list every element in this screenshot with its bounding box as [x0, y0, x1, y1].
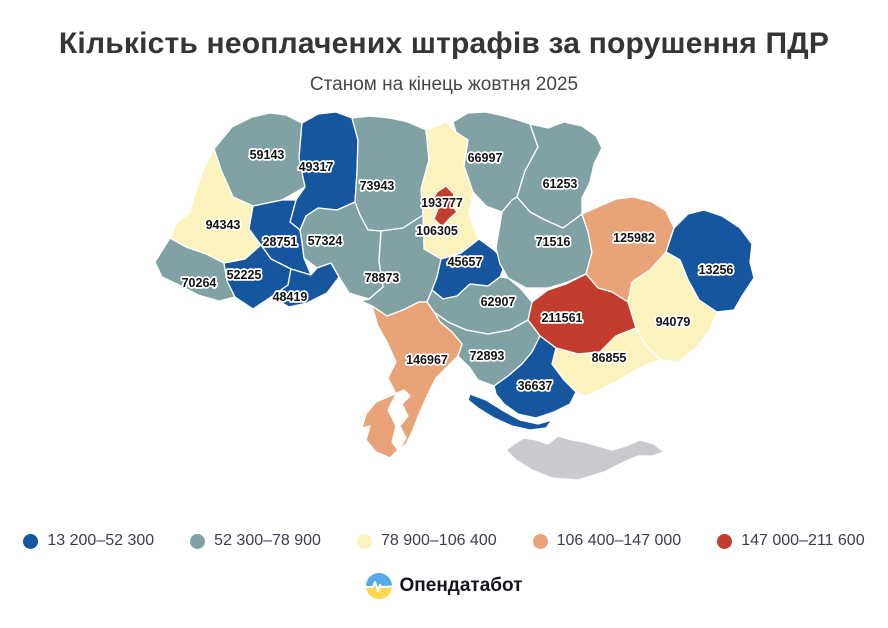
region-label-kherson: 36637 [518, 379, 553, 393]
legend-item-2: 78 900–106 400 [356, 532, 497, 550]
region-label-cherkasy: 45657 [448, 255, 483, 269]
legend-item-3: 106 400–147 000 [532, 532, 682, 550]
region-crimea [505, 435, 665, 481]
region-label-mykolaiv: 72893 [470, 349, 505, 363]
legend: 13 200–52 300 52 300–78 900 78 900–106 400… [0, 532, 888, 550]
region-label-zhytomyr: 73943 [360, 179, 395, 193]
region-zhytomyr [351, 115, 430, 232]
chart-title: Кількість неоплачених штрафів за порушен… [58, 27, 830, 60]
region-kherson [467, 335, 577, 431]
region-label-zakarpattia: 70264 [182, 276, 217, 290]
region-label-kirovohrad: 62907 [481, 295, 516, 309]
region-label-dnipropetrovsk: 211561 [541, 311, 582, 325]
region-label-rivne: 49317 [299, 160, 334, 174]
legend-item-0: 13 200–52 300 [23, 532, 154, 550]
region-label-kyiv_city: 193777 [421, 196, 463, 210]
region-label-vinnytsia: 78873 [365, 271, 400, 285]
legend-label: 13 200–52 300 [47, 532, 155, 549]
legend-dot [23, 533, 39, 549]
region-label-khmelnytskyi: 57324 [308, 234, 343, 248]
region-label-kharkiv: 125982 [613, 231, 655, 245]
legend-dot [356, 533, 372, 549]
region-label-lviv: 94343 [206, 218, 241, 232]
opendatabot-icon [365, 573, 392, 599]
region-label-poltava: 71516 [536, 235, 571, 249]
region-kyiv_city [431, 185, 458, 228]
legend-item-4: 147 000–211 600 [717, 532, 865, 550]
opendatabot-logo: Опендатабот [0, 573, 888, 599]
region-label-chernihiv: 66997 [468, 151, 503, 165]
region-label-ivano_frankivsk: 52225 [227, 268, 262, 282]
legend-label: 106 400–147 000 [556, 532, 682, 549]
region-label-sumy: 61253 [543, 177, 578, 191]
region-label-chernivtsi: 48419 [273, 290, 308, 304]
legend-label: 52 300–78 900 [214, 532, 321, 549]
legend-dot [532, 533, 548, 549]
region-label-zaporizhzhia: 86855 [592, 351, 627, 365]
region-label-kyiv_oblast: 106305 [416, 224, 458, 238]
region-label-donetsk: 94079 [656, 315, 691, 329]
legend-item-1: 52 300–78 900 [190, 532, 321, 550]
legend-label: 78 900–106 400 [380, 532, 497, 549]
region-label-luhansk: 13256 [699, 263, 734, 277]
region-odesa [361, 301, 463, 459]
legend-label: 147 000–211 600 [741, 532, 865, 549]
legend-dot [717, 533, 733, 549]
region-label-volyn: 59143 [250, 148, 285, 162]
brand-name: Опендатабот [399, 575, 523, 596]
region-chernivtsi [270, 262, 340, 308]
region-sumy [516, 121, 603, 229]
region-label-odesa: 146967 [406, 353, 448, 367]
region-zakarpattia [154, 237, 236, 302]
legend-dot [190, 533, 206, 549]
chart-subtitle: Станом на кінець жовтня 2025 [309, 74, 579, 95]
region-label-ternopil: 28751 [263, 235, 298, 249]
